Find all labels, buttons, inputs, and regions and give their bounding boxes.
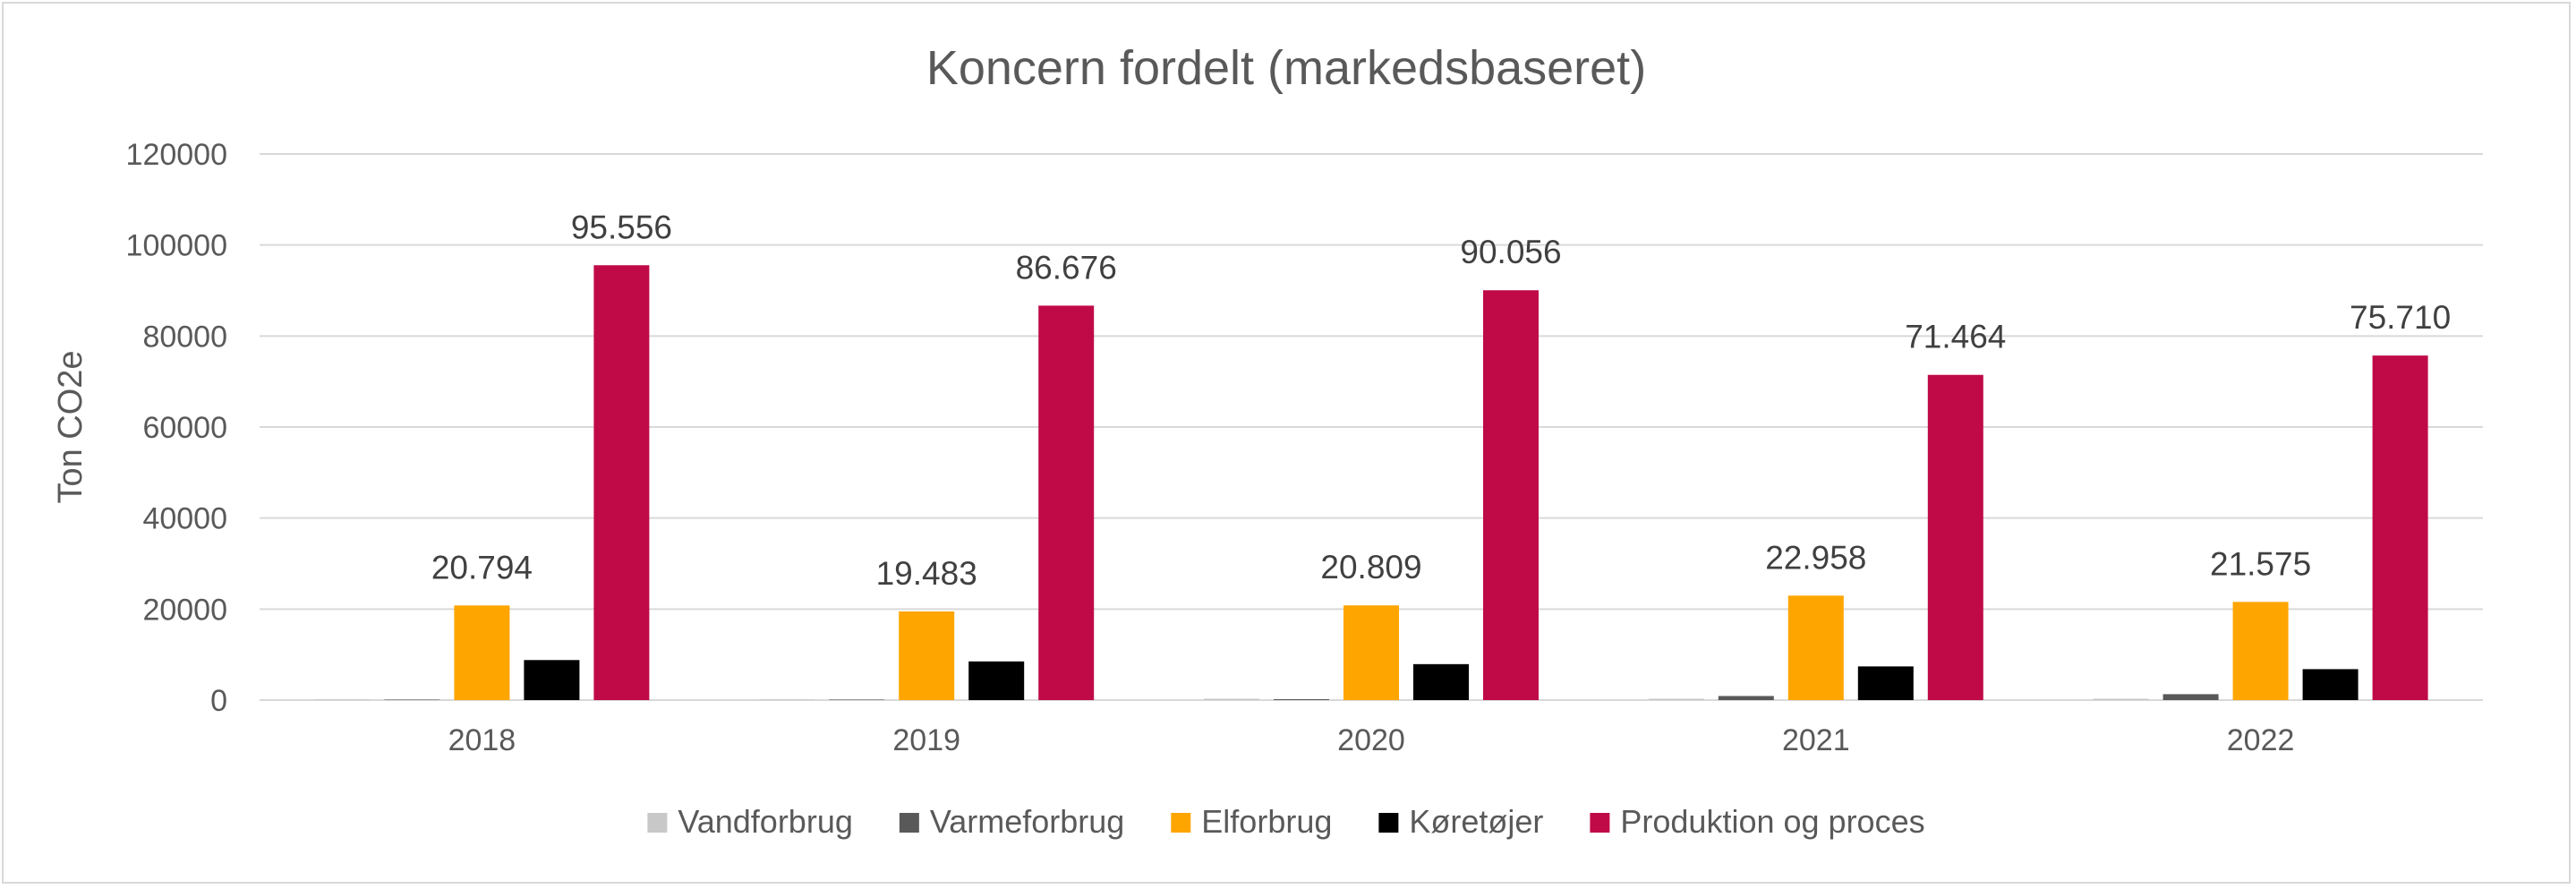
- chart-title: Koncern fordelt (markedsbaseret): [926, 41, 1646, 95]
- bar-produktion-og-proces-2022: [2372, 355, 2428, 700]
- legend-item: Varmeforbrug: [899, 803, 1124, 840]
- legend-item: Køretøjer: [1378, 803, 1543, 840]
- legend: Vandforbrug Varmeforbrug Elforbrug Køretøje…: [647, 803, 1925, 840]
- bar-køretøjer-2021: [1857, 666, 1914, 700]
- bar-produktion-og-proces-2020: [1483, 290, 1539, 700]
- bar-elforbrug-2022: [2232, 602, 2289, 700]
- y-axis-label: Ton CO2e: [52, 350, 90, 503]
- data-label: 71.464: [1905, 319, 2006, 355]
- bar-vandforbrug-2020: [1204, 698, 1259, 700]
- y-tick-label: 120000: [126, 138, 227, 172]
- x-tick-label: 2018: [448, 723, 516, 757]
- bar-elforbrug-2021: [1787, 595, 1844, 700]
- legend-swatch: [647, 813, 668, 833]
- bar-elforbrug-2020: [1343, 605, 1399, 700]
- data-labels: 20.794 95.556 19.483 86.676 20.809 90.056 22.9…: [431, 209, 2451, 592]
- y-tick-label: 20000: [142, 593, 227, 627]
- data-label: 20.809: [1320, 549, 1421, 586]
- x-tick-label: 2019: [892, 723, 960, 757]
- legend-swatch: [1590, 813, 1610, 833]
- legend-label: Vandforbrug: [678, 803, 852, 840]
- bar-køretøjer-2019: [968, 661, 1025, 700]
- bar-køretøjer-2018: [524, 660, 580, 700]
- legend-item: Vandforbrug: [647, 803, 853, 840]
- x-tick-label: 2021: [1782, 723, 1850, 757]
- bar-chart: Koncern fordelt (markedsbaseret) Ton CO2…: [52, 41, 2483, 840]
- data-label: 20.794: [431, 549, 533, 586]
- bar-vandforbrug-2019: [759, 699, 815, 700]
- legend-label: Varmeforbrug: [930, 803, 1124, 840]
- legend-swatch: [899, 813, 919, 833]
- data-label: 90.056: [1460, 234, 1561, 270]
- bar-varmeforbrug-2022: [2162, 694, 2219, 700]
- bar-vandforbrug-2022: [2093, 698, 2149, 700]
- data-label: 95.556: [571, 209, 672, 245]
- y-tick-label: 40000: [142, 502, 227, 536]
- bar-vandforbrug-2021: [1648, 698, 1704, 700]
- bar-varmeforbrug-2021: [1718, 696, 1774, 700]
- y-axis-ticks: 0 20000 40000 60000 80000 100000 120000: [126, 138, 227, 718]
- y-tick-label: 0: [210, 684, 227, 718]
- y-tick-label: 60000: [142, 411, 227, 445]
- y-tick-label: 100000: [126, 229, 227, 263]
- legend-label: Køretøjer: [1409, 803, 1543, 840]
- bar-produktion-og-proces-2019: [1038, 305, 1095, 700]
- data-label: 86.676: [1016, 249, 1117, 286]
- bar-varmeforbrug-2019: [829, 699, 885, 700]
- x-tick-label: 2022: [2227, 723, 2295, 757]
- legend-swatch: [1171, 813, 1191, 833]
- bar-produktion-og-proces-2018: [593, 265, 650, 700]
- bar-elforbrug-2018: [454, 605, 510, 700]
- legend-label: Elforbrug: [1201, 803, 1332, 840]
- data-label: 19.483: [876, 555, 977, 592]
- legend-swatch: [1378, 813, 1399, 833]
- data-label: 22.958: [1765, 539, 1866, 576]
- legend-label: Produktion og proces: [1620, 803, 1924, 840]
- legend-item: Elforbrug: [1171, 803, 1332, 840]
- bar-vandforbrug-2018: [314, 699, 371, 700]
- y-tick-label: 80000: [142, 320, 227, 354]
- bar-varmeforbrug-2020: [1274, 698, 1329, 700]
- data-label: 21.575: [2210, 545, 2311, 582]
- bar-varmeforbrug-2018: [384, 699, 440, 700]
- bar-produktion-og-proces-2021: [1927, 374, 1983, 700]
- x-axis-ticks: 2018 2019 2020 2021 2022: [448, 723, 2295, 757]
- bar-køretøjer-2020: [1413, 663, 1469, 700]
- x-tick-label: 2020: [1337, 723, 1405, 757]
- bar-køretøjer-2022: [2302, 669, 2358, 700]
- legend-item: Produktion og proces: [1590, 803, 1925, 840]
- data-label: 75.710: [2350, 299, 2451, 336]
- bars: [314, 265, 2428, 700]
- bar-elforbrug-2019: [899, 611, 955, 700]
